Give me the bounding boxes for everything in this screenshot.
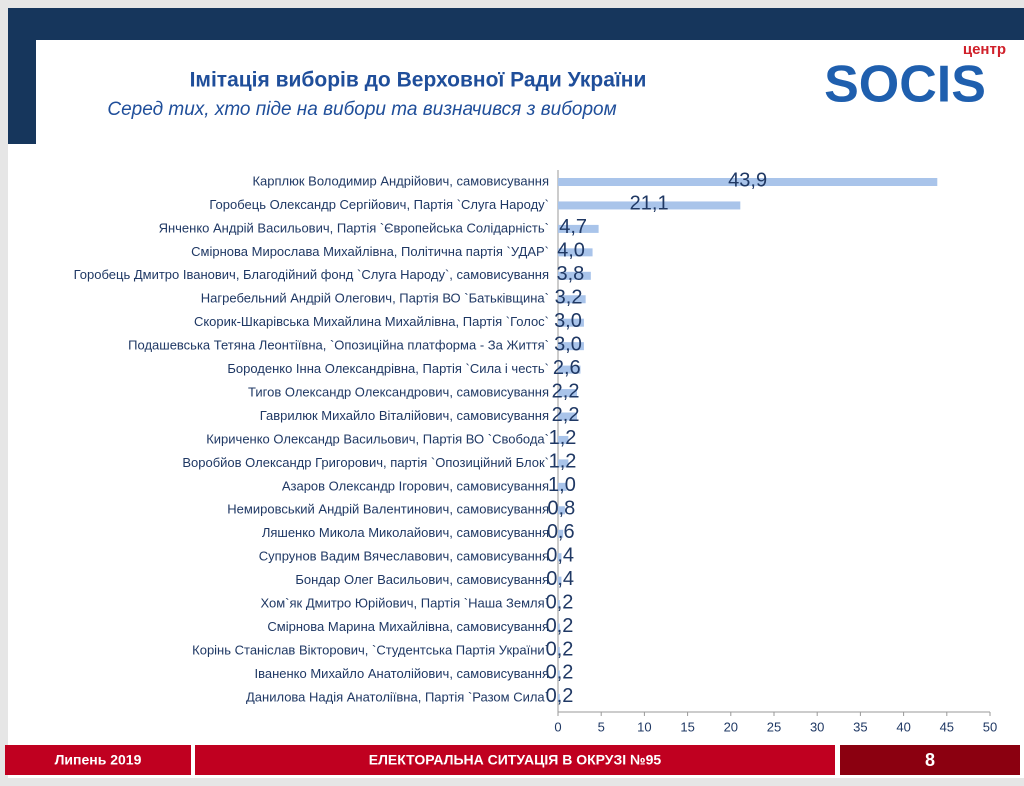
y-tick-label: Горобець Дмитро Іванович, Благодійний фо…	[74, 267, 549, 282]
value-label: 21,1	[630, 193, 669, 215]
bar	[558, 389, 578, 398]
y-tick-label: Смірнова Мирослава Михайлівна, Політична…	[191, 244, 549, 259]
x-tick-label: 40	[896, 719, 910, 734]
x-tick-label: 35	[853, 719, 867, 734]
bar	[558, 435, 569, 444]
y-tick-label: Іваненко Михайло Анатолійович, самовисув…	[254, 666, 549, 681]
bar	[558, 318, 584, 327]
value-label: 0,4	[546, 568, 574, 590]
x-tick-label: 45	[940, 719, 954, 734]
value-label: 2,6	[553, 357, 581, 379]
bar	[558, 553, 562, 562]
footer-right	[840, 745, 1020, 775]
bar	[558, 224, 599, 233]
value-label: 0,6	[547, 521, 575, 543]
footer-date: Липень 2019	[55, 752, 142, 768]
chart-title: Імітація виборів до Верховної Ради Украї…	[190, 69, 647, 92]
bar	[558, 482, 567, 491]
bar	[558, 248, 593, 257]
value-label: 43,9	[728, 169, 767, 191]
bar	[558, 670, 560, 679]
y-tick-label: Данилова Надія Анатоліївна, Партія `Разо…	[246, 689, 549, 704]
logo-small: центр	[963, 41, 1006, 58]
y-tick-label: Смірнова Марина Михайлівна, самовисуванн…	[267, 619, 549, 634]
value-label: 0,2	[546, 638, 574, 660]
bar	[558, 459, 569, 468]
y-tick-label: Корінь Станіслав Вікторович, `Студентськ…	[192, 642, 549, 657]
value-label: 3,0	[554, 310, 582, 332]
value-label: 0,2	[546, 662, 574, 684]
bar	[558, 600, 560, 609]
x-tick-label: 50	[983, 719, 997, 734]
footer-topic: ЕЛЕКТОРАЛЬНА СИТУАЦІЯ В ОКРУЗІ №95	[369, 752, 662, 768]
x-tick-label: 0	[554, 719, 561, 734]
x-tick-label: 5	[598, 719, 605, 734]
value-label: 1,0	[548, 474, 576, 496]
bar	[558, 623, 560, 632]
y-tick-label: Янченко Андрій Васильович, Партія `Європ…	[159, 220, 549, 235]
bar	[558, 693, 560, 702]
bar	[558, 295, 586, 304]
footer-page: 8	[925, 750, 935, 770]
y-tick-label: Гаврилюк Михайло Віталійович, самовисува…	[260, 408, 549, 423]
x-tick-label: 10	[637, 719, 651, 734]
y-tick-label: Немировський Андрій Валентинович, самови…	[227, 502, 549, 517]
y-tick-label: Бондар Олег Васильович, самовисування	[295, 572, 549, 587]
y-tick-label: Кириченко Олександр Васильович, Партія В…	[206, 431, 549, 446]
y-tick-label: Воробйов Олександр Григорович, партія `О…	[182, 455, 549, 470]
y-tick-label: Карплюк Володимир Андрійович, самовисува…	[252, 173, 549, 188]
logo-main: SOCIS	[824, 56, 986, 114]
value-label: 0,2	[546, 591, 574, 613]
y-tick-label: Азаров Олександр Ігорович, самовисування	[282, 478, 549, 493]
value-label: 0,4	[546, 544, 574, 566]
value-label: 1,2	[549, 451, 577, 473]
value-label: 0,8	[547, 498, 575, 520]
y-tick-label: Ляшенко Микола Миколайович, самовисуванн…	[262, 525, 549, 540]
value-label: 0,2	[546, 685, 574, 707]
y-tick-label: Скорик-Шкарівська Михайлина Михайлівна, …	[194, 314, 549, 329]
x-tick-label: 25	[767, 719, 781, 734]
bar	[558, 201, 741, 210]
footer-left	[5, 745, 191, 775]
bar	[558, 365, 581, 374]
value-label: 3,2	[555, 287, 583, 309]
x-tick-label: 30	[810, 719, 824, 734]
value-label: 3,8	[556, 263, 584, 285]
value-label: 4,0	[557, 240, 585, 262]
bar	[558, 576, 562, 585]
slide-bg	[8, 8, 1024, 778]
value-label: 2,2	[552, 380, 580, 402]
value-label: 1,2	[549, 427, 577, 449]
footer-center	[195, 745, 835, 775]
y-tick-label: Нагребельний Андрій Олегович, Партія ВО …	[201, 291, 549, 306]
y-tick-label: Горобець Олександр Сергійович, Партія `С…	[209, 197, 549, 212]
y-tick-label: Хом`як Дмитро Юрійович, Партія `Наша Зем…	[260, 596, 549, 611]
bar	[558, 529, 564, 538]
bar	[558, 342, 584, 351]
value-label: 2,2	[552, 404, 580, 426]
bar	[558, 178, 938, 186]
top-band	[8, 8, 1024, 40]
value-label: 3,0	[554, 333, 582, 355]
y-tick-label: Супрунов Вадим Вячеславович, самовисуван…	[259, 549, 549, 564]
bar	[558, 647, 560, 655]
chart-subtitle: Серед тих, хто піде на вибори та визначи…	[107, 99, 616, 120]
bar	[558, 412, 578, 421]
y-tick-label: Бороденко Інна Олександрівна, Партія `Си…	[227, 361, 549, 376]
x-tick-label: 20	[724, 719, 738, 734]
x-tick-label: 15	[680, 719, 694, 734]
value-label: 4,7	[559, 216, 587, 238]
left-band	[8, 40, 36, 144]
bar	[558, 506, 565, 515]
value-label: 0,2	[546, 615, 574, 637]
y-tick-label: Подашевська Тетяна Леонтіївна, `Опозицій…	[128, 338, 549, 353]
bar	[558, 271, 591, 280]
y-tick-label: Тигов Олександр Олександрович, самовисув…	[248, 384, 549, 399]
